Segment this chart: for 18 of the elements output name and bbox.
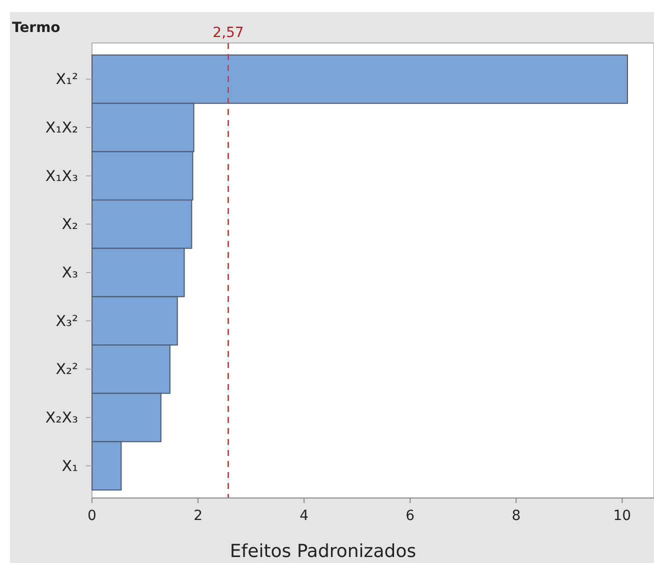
y-tick-label: X₃	[62, 264, 78, 282]
x-tick-label: 8	[512, 508, 521, 524]
x-tick-label: 4	[300, 508, 309, 524]
y-tick-label: X₁X₃	[45, 166, 78, 185]
y-tick-label: X₂	[62, 215, 78, 234]
y-tick-label: X₃²	[56, 312, 78, 330]
y-tick-label: X₂X₃	[45, 408, 78, 426]
x-tick-label: 6	[406, 508, 415, 524]
y-tick-label: X₂²	[56, 360, 78, 378]
x-tick-label: 0	[88, 508, 96, 524]
x-tick-label: 2	[194, 508, 202, 524]
y-tick-label: X₁²	[56, 70, 78, 88]
x-axis-title: Efeitos Padronizados	[230, 541, 416, 562]
x-tick-label: 10	[613, 508, 632, 524]
ref-line-label: 2,57	[212, 25, 244, 41]
y-tick-label: X₁X₂	[45, 118, 78, 136]
y-tick-label: X₁	[62, 456, 78, 475]
y-axis-title: Termo	[12, 20, 61, 36]
